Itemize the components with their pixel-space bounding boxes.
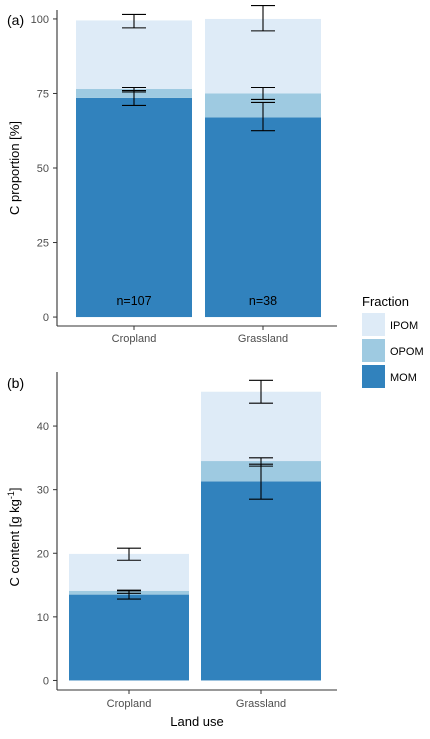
panel-a-annotations: n=107 n=38 bbox=[116, 294, 277, 308]
bar-mom-grassland bbox=[205, 117, 321, 318]
bar-mom-cropland bbox=[76, 97, 192, 318]
error-bar-opom bbox=[249, 457, 273, 467]
bar-ipom-cropland bbox=[76, 20, 192, 90]
y-tick-label: 10 bbox=[37, 612, 49, 624]
legend-key-opom bbox=[362, 339, 385, 362]
y-tick-label: 50 bbox=[37, 163, 49, 175]
panel-b-label: (b) bbox=[7, 375, 24, 391]
panel-a-label: (a) bbox=[7, 12, 24, 28]
error-bar-opom bbox=[117, 589, 141, 594]
legend-title: Fraction bbox=[362, 294, 409, 309]
panel-a: (a) n=107 n=38 0 25 50 75 100 Cropland Grassla… bbox=[7, 4, 337, 345]
legend-label-opom: OPOM bbox=[390, 346, 424, 358]
panel-b: (b) 0 10 20 30 40 Cropland Grassland C conten… bbox=[6, 372, 337, 729]
panel-b-x-axis-title: Land use bbox=[170, 714, 224, 729]
legend: Fraction IPOM OPOM MOM bbox=[362, 294, 424, 388]
bar-mom-grassland bbox=[201, 481, 321, 681]
y-tick-label: 100 bbox=[31, 14, 49, 26]
x-tick-label: Grassland bbox=[236, 698, 286, 710]
error-bar-ipom bbox=[249, 379, 273, 404]
y-tick-label: 30 bbox=[37, 485, 49, 497]
error-bar-ipom bbox=[122, 13, 146, 29]
y-tick-label: 40 bbox=[37, 421, 49, 433]
y-tick-label: 20 bbox=[37, 548, 49, 560]
legend-key-mom bbox=[362, 365, 385, 388]
x-tick-label: Grassland bbox=[238, 333, 288, 345]
panel-a-error-bars bbox=[122, 4, 275, 132]
panel-a-bars bbox=[76, 18, 321, 318]
panel-b-y-axis-title: C content [g kg-1] bbox=[6, 487, 22, 586]
panel-a-y-axis-title: C proportion [%] bbox=[7, 121, 22, 215]
legend-key-ipom bbox=[362, 313, 385, 336]
sample-size-label: n=38 bbox=[249, 294, 277, 308]
error-bar-ipom bbox=[251, 4, 275, 32]
panel-b-error-bars bbox=[117, 379, 273, 600]
error-bar-opom bbox=[122, 86, 146, 93]
sample-size-label: n=107 bbox=[116, 294, 151, 308]
y-tick-label: 25 bbox=[37, 238, 49, 250]
x-tick-label: Cropland bbox=[107, 698, 152, 710]
legend-label-ipom: IPOM bbox=[390, 320, 418, 332]
panel-b-y-ticks: 0 10 20 30 40 bbox=[37, 421, 57, 687]
x-tick-label: Cropland bbox=[112, 333, 157, 345]
y-tick-label: 0 bbox=[43, 312, 49, 324]
error-bar-opom bbox=[251, 86, 275, 100]
bar-mom-cropland bbox=[69, 594, 189, 681]
error-bar-mom bbox=[251, 101, 275, 132]
error-bar-ipom bbox=[117, 547, 141, 561]
legend-label-mom: MOM bbox=[390, 372, 417, 384]
legend-items: IPOM OPOM MOM bbox=[362, 313, 424, 388]
y-tick-label: 0 bbox=[43, 675, 49, 687]
y-tick-label: 75 bbox=[37, 88, 49, 100]
panel-a-y-ticks: 0 25 50 75 100 bbox=[31, 14, 57, 324]
panel-b-x-ticks: Cropland Grassland bbox=[107, 690, 286, 710]
panel-b-bars bbox=[69, 391, 321, 681]
panel-a-x-ticks: Cropland Grassland bbox=[112, 326, 288, 345]
